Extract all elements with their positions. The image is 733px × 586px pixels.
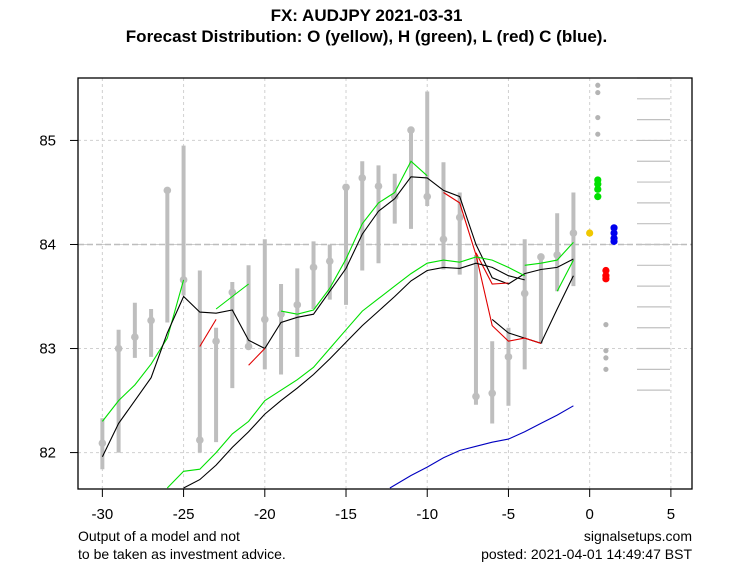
forecast-point-close-blue — [610, 229, 618, 237]
forecast-point-high-green — [594, 185, 602, 193]
disclaimer-line-2: to be taken as investment advice. — [78, 546, 286, 562]
long-green-band — [166, 256, 525, 489]
close-marker — [147, 316, 155, 325]
upper-green-band — [101, 279, 185, 422]
forecast-point-high-green — [594, 193, 602, 201]
close-marker — [212, 337, 220, 346]
site-credit: signalsetups.com — [583, 528, 692, 544]
close-marker — [374, 182, 383, 191]
close-marker — [520, 289, 529, 298]
y-tick-label: 85 — [39, 132, 56, 149]
forecast-point-gray-upper — [595, 82, 601, 88]
forecast-point-high-green — [594, 180, 602, 188]
forecast-point-low-red — [602, 275, 610, 283]
ohlc-bars — [98, 91, 578, 470]
y-tick-label: 83 — [39, 341, 56, 358]
right-scale — [637, 77, 670, 391]
disclaimer-line-1: Output of a model and not — [78, 528, 240, 544]
upper-green-band — [280, 160, 428, 315]
close-marker — [196, 436, 204, 444]
close-marker — [260, 315, 269, 324]
close-marker — [342, 183, 350, 192]
close-marker — [277, 310, 285, 318]
upper-green-band — [556, 259, 574, 292]
close-marker — [569, 229, 578, 237]
main-black-line — [491, 275, 574, 344]
x-tick-label: -20 — [254, 506, 276, 523]
close-marker — [439, 235, 448, 244]
close-marker — [407, 126, 415, 134]
x-tick-label: -30 — [92, 506, 114, 523]
forecast-point-gray-lower — [603, 322, 609, 328]
close-marker — [309, 263, 318, 272]
y-tick-label: 84 — [39, 236, 56, 253]
plot-border — [77, 77, 693, 490]
forecast-point-gray-upper — [595, 114, 601, 121]
x-tick-label: -25 — [173, 506, 195, 523]
chart-title: FX: AUDJPY 2021-03-31 — [270, 6, 463, 25]
close-marker — [472, 392, 480, 401]
forecast-point-gray-upper — [595, 131, 601, 137]
close-marker — [293, 301, 302, 309]
x-tick-label: -10 — [416, 506, 438, 523]
forecast-point-low-red — [602, 266, 610, 275]
x-tick-label: -5 — [502, 506, 515, 523]
x-tick-label: 0 — [585, 506, 593, 523]
forecast-points — [586, 82, 618, 372]
chart-subtitle: Forecast Distribution: O (yellow), H (gr… — [125, 27, 608, 46]
close-marker — [504, 353, 513, 361]
close-marker — [98, 439, 107, 448]
grid — [78, 78, 692, 489]
x-tick-label: -15 — [335, 506, 357, 523]
close-marker — [488, 389, 497, 398]
lower-red-line — [248, 348, 266, 366]
forecast-point-gray-lower — [603, 366, 609, 372]
close-marker — [163, 186, 172, 195]
close-marker — [423, 192, 432, 201]
close-marker — [179, 276, 188, 284]
forecast-point-gray-lower — [603, 348, 609, 354]
close-marker — [358, 174, 367, 182]
close-marker — [553, 251, 561, 259]
forecast-point-open-yellow — [586, 229, 594, 237]
close-marker — [325, 257, 334, 265]
x-tick-label: 5 — [667, 506, 675, 523]
series-lines — [101, 160, 574, 489]
y-tick-label: 82 — [39, 445, 56, 462]
close-marker — [537, 253, 545, 261]
close-marker — [114, 344, 123, 353]
forecast-point-gray-lower — [603, 355, 609, 361]
axes: -30 -25 -20 -15 -10 -5 0 5 82 83 84 85 — [39, 132, 675, 523]
lower-red-line — [475, 252, 509, 285]
long-black-line — [183, 262, 525, 489]
close-marker — [455, 213, 464, 222]
main-black-line — [101, 176, 574, 457]
upper-green-band — [215, 283, 249, 310]
long-blue-line — [389, 405, 574, 489]
lower-red-line — [443, 192, 542, 344]
posted-timestamp: posted: 2021-04-01 14:49:47 BST — [481, 546, 692, 562]
close-marker — [390, 192, 399, 201]
forecast-point-close-blue — [610, 224, 618, 232]
close-marker — [244, 342, 253, 351]
lower-red-line — [199, 319, 217, 347]
forecast-point-gray-upper — [595, 89, 601, 96]
forecast-point-close-blue — [610, 237, 618, 245]
close-marker — [228, 288, 237, 297]
close-marker — [131, 333, 139, 341]
upper-green-band — [524, 242, 574, 266]
